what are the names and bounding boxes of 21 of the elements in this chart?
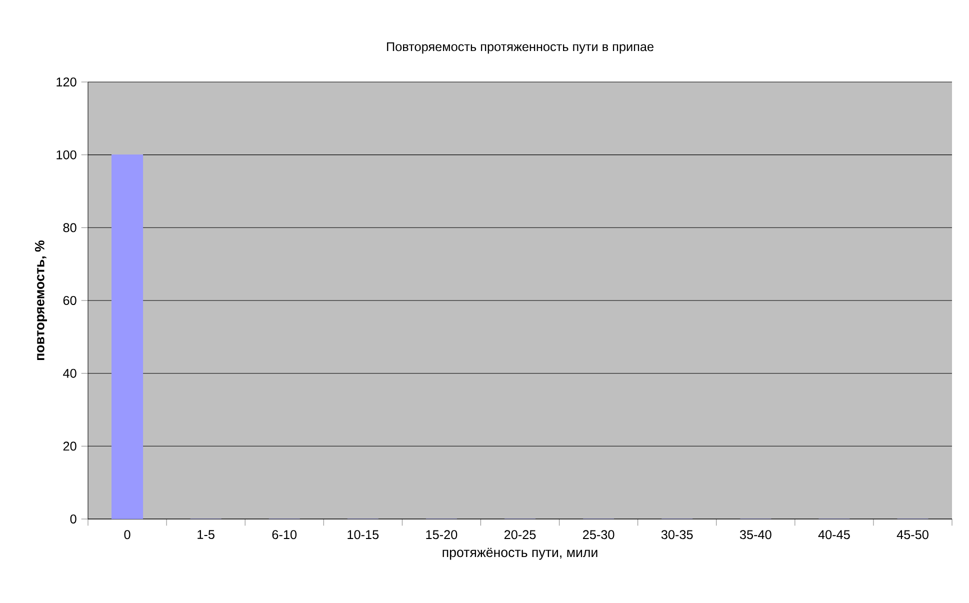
- chart-title: Повторяемость протяженность пути в припае: [387, 42, 654, 54]
- y-tick-label: 40: [63, 368, 76, 378]
- x-tick-label: 10-15: [348, 530, 379, 540]
- y-tick-label: 60: [63, 296, 76, 305]
- y-tick-label: 100: [56, 150, 76, 160]
- x-tick-label: 45-50: [896, 530, 928, 540]
- x-axis-title: протяжёность пути, мили: [442, 548, 598, 560]
- x-tick-label: 6-10: [272, 530, 297, 540]
- y-tick-label: 80: [63, 223, 76, 232]
- x-tick-label: 15-20: [426, 530, 458, 540]
- y-tick-label: 20: [63, 442, 76, 451]
- x-tick-label: 25-30: [582, 530, 614, 540]
- x-tick-label: 0: [124, 530, 130, 540]
- x-tick-label: 1-5: [198, 530, 214, 539]
- y-axis-title: повторяемость, %: [34, 240, 47, 360]
- y-tick-label: 120: [56, 78, 76, 86]
- x-tick-label: 30-35: [661, 530, 693, 540]
- x-tick-label: 40-45: [818, 530, 850, 540]
- x-tick-label: 20-25: [504, 530, 536, 540]
- y-tick-label: 0: [70, 514, 76, 524]
- x-tick-label: 35-40: [740, 530, 772, 540]
